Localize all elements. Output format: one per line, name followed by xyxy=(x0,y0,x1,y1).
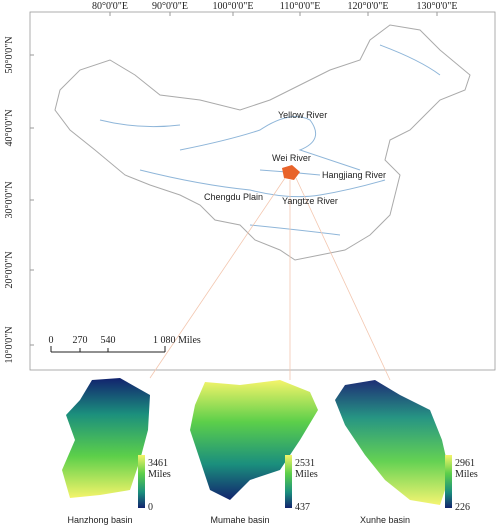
legend-bar xyxy=(138,455,145,508)
latitude-label: 10°0'0"N xyxy=(4,326,15,363)
basin-shape xyxy=(335,380,450,505)
longitude-label: 120°0'0"E xyxy=(348,1,389,12)
longitude-label: 80°0'0"E xyxy=(92,1,128,12)
longitude-labels: 80°0'0"E 90°0'0"E 100°0'0"E 110°0'0"E 120°0'… xyxy=(92,1,458,16)
place-label: Yellow River xyxy=(278,110,327,120)
longitude-label: 90°0'0"E xyxy=(152,1,188,12)
place-label: Yangtze River xyxy=(282,196,338,206)
legend-min: 437 xyxy=(295,502,310,513)
place-label: Wei River xyxy=(272,153,311,163)
legend-max: 2961 xyxy=(455,458,475,469)
legend-bar xyxy=(285,455,292,508)
scale-label: 540 xyxy=(101,335,116,346)
legend-unit: Miles xyxy=(148,469,171,480)
legend-max: 2531 xyxy=(295,458,315,469)
legend-unit: Miles xyxy=(455,469,478,480)
latitude-label: 30°0'0"N xyxy=(4,181,15,218)
place-label: Chengdu Plain xyxy=(204,192,263,202)
basin-shape xyxy=(62,378,150,498)
basin-shape xyxy=(190,380,318,500)
basin-name: Xunhe basin xyxy=(360,515,410,525)
legend-min: 0 xyxy=(148,502,153,513)
basin-name: Mumahe basin xyxy=(210,515,269,525)
legend-bar xyxy=(445,455,452,508)
basin-name: Hanzhong basin xyxy=(67,515,132,525)
scale-label: 270 xyxy=(73,335,88,346)
latitude-labels: 50°0'0"N 40°0'0"N 30°0'0"N 20°0'0"N 10°0'0"N xyxy=(4,36,34,364)
scale-label: 1 080 Miles xyxy=(153,335,201,346)
longitude-label: 130°0'0"E xyxy=(417,1,458,12)
legend-min: 226 xyxy=(455,502,470,513)
longitude-label: 100°0'0"E xyxy=(213,1,254,12)
latitude-label: 50°0'0"N xyxy=(4,36,15,73)
latitude-label: 20°0'0"N xyxy=(4,251,15,288)
latitude-label: 40°0'0"N xyxy=(4,109,15,146)
legend-max: 3461 xyxy=(148,458,168,469)
legend-unit: Miles xyxy=(295,469,318,480)
scale-bar: 0 270 540 1 080 Miles xyxy=(49,335,201,353)
china-outline xyxy=(54,24,471,261)
study-area xyxy=(282,165,300,180)
leader-lines xyxy=(149,177,391,381)
place-label: Hangjiang River xyxy=(322,170,386,180)
longitude-label: 110°0'0"E xyxy=(280,1,321,12)
scale-label: 0 xyxy=(49,335,54,346)
